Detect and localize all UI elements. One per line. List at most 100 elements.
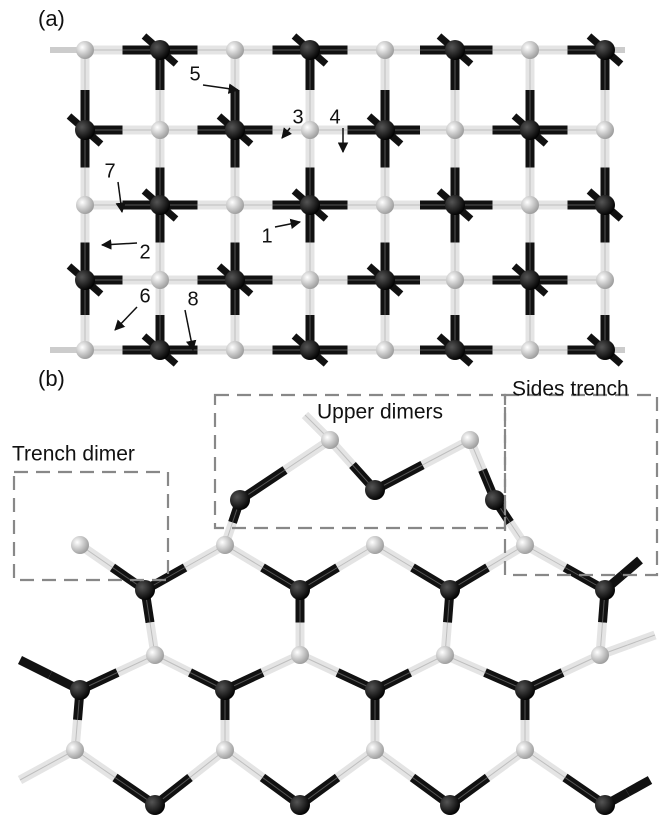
annotation-label: 4 — [329, 106, 340, 128]
atom-light — [216, 741, 234, 759]
bond-edge — [450, 545, 525, 590]
atom-light — [521, 341, 539, 359]
atom-dark — [225, 120, 245, 140]
atom-dark — [440, 580, 460, 600]
atom-dark — [445, 40, 465, 60]
atom-dark — [215, 680, 235, 700]
atom-dark — [150, 40, 170, 60]
annotation-label: 5 — [189, 63, 200, 85]
atom-dark — [515, 680, 535, 700]
bond-edge — [330, 440, 375, 490]
bond-edge — [375, 545, 450, 590]
atom-light — [376, 341, 394, 359]
arrow — [102, 243, 137, 245]
atom-dark — [595, 340, 615, 360]
atom-dark — [365, 480, 385, 500]
atom-dark — [375, 120, 395, 140]
atom-light — [301, 271, 319, 289]
atom-light — [151, 271, 169, 289]
atom-dark — [520, 270, 540, 290]
bond-edge — [375, 655, 445, 690]
atom-light — [321, 431, 339, 449]
atom-dark — [225, 270, 245, 290]
bond-edge — [145, 545, 225, 590]
bond — [623, 560, 641, 575]
bond-edge — [155, 750, 225, 805]
atom-dark — [150, 340, 170, 360]
atom-dark — [595, 40, 615, 60]
arrow — [185, 310, 193, 350]
bond-edge — [155, 655, 225, 690]
atom-light — [301, 121, 319, 139]
region-label: Trench dimer — [12, 443, 135, 466]
atom-light — [446, 121, 464, 139]
atom-dark — [230, 490, 250, 510]
atom-light — [76, 196, 94, 214]
bond-edge — [240, 440, 330, 500]
bond-edge — [80, 545, 145, 590]
atom-light — [516, 741, 534, 759]
atom-light — [226, 341, 244, 359]
bond-edge — [75, 750, 155, 805]
bond-edge — [450, 750, 525, 805]
bond-edge — [20, 750, 75, 780]
atom-dark — [70, 680, 90, 700]
atom-dark — [440, 795, 460, 815]
atom-light — [521, 41, 539, 59]
atom-light — [366, 536, 384, 554]
atom-light — [226, 41, 244, 59]
atom-light — [461, 431, 479, 449]
figure: (a) (b) Upper dimers Sides trench Trench… — [0, 0, 670, 821]
atom-dark — [300, 40, 320, 60]
atom-dark — [290, 795, 310, 815]
atom-light — [76, 41, 94, 59]
annotation-label: 3 — [292, 106, 303, 128]
atom-light — [591, 646, 609, 664]
atom-light — [76, 341, 94, 359]
panel-label: (b) — [38, 366, 65, 391]
bond-edge — [300, 750, 375, 805]
bond-edge — [300, 545, 375, 590]
bond — [20, 660, 50, 675]
arrow — [115, 307, 137, 330]
atom-dark — [520, 120, 540, 140]
atom-dark — [135, 580, 155, 600]
panel-label: (a) — [38, 6, 65, 31]
atom-light — [521, 196, 539, 214]
atom-dark — [595, 795, 615, 815]
bond-edge — [445, 655, 525, 690]
atom-dark — [75, 120, 95, 140]
atom-dark — [595, 195, 615, 215]
atom-dark — [145, 795, 165, 815]
atom-light — [291, 646, 309, 664]
annotation-label: 8 — [187, 288, 198, 310]
atom-dark — [300, 195, 320, 215]
bond-edge — [225, 750, 300, 805]
arrow — [275, 222, 300, 227]
bond — [628, 780, 651, 793]
atom-light — [151, 121, 169, 139]
atom-light — [446, 271, 464, 289]
atom-dark — [445, 340, 465, 360]
region-label: Sides trench — [512, 378, 629, 401]
bond-edge — [225, 545, 300, 590]
bond-edge — [375, 440, 470, 490]
atom-dark — [290, 580, 310, 600]
bond-edge — [525, 750, 605, 805]
atom-light — [436, 646, 454, 664]
atom-dark — [375, 270, 395, 290]
atom-light — [516, 536, 534, 554]
atom-dark — [365, 680, 385, 700]
atom-light — [66, 741, 84, 759]
atom-light — [146, 646, 164, 664]
bond-edge — [300, 655, 375, 690]
atom-light — [71, 536, 89, 554]
region-box — [14, 472, 168, 580]
atom-light — [376, 41, 394, 59]
atom-dark — [595, 580, 615, 600]
annotation-label: 7 — [104, 160, 115, 182]
annotation-label: 1 — [261, 225, 272, 247]
bond-edge — [225, 655, 300, 690]
atom-light — [366, 741, 384, 759]
bond-edge — [525, 655, 600, 690]
